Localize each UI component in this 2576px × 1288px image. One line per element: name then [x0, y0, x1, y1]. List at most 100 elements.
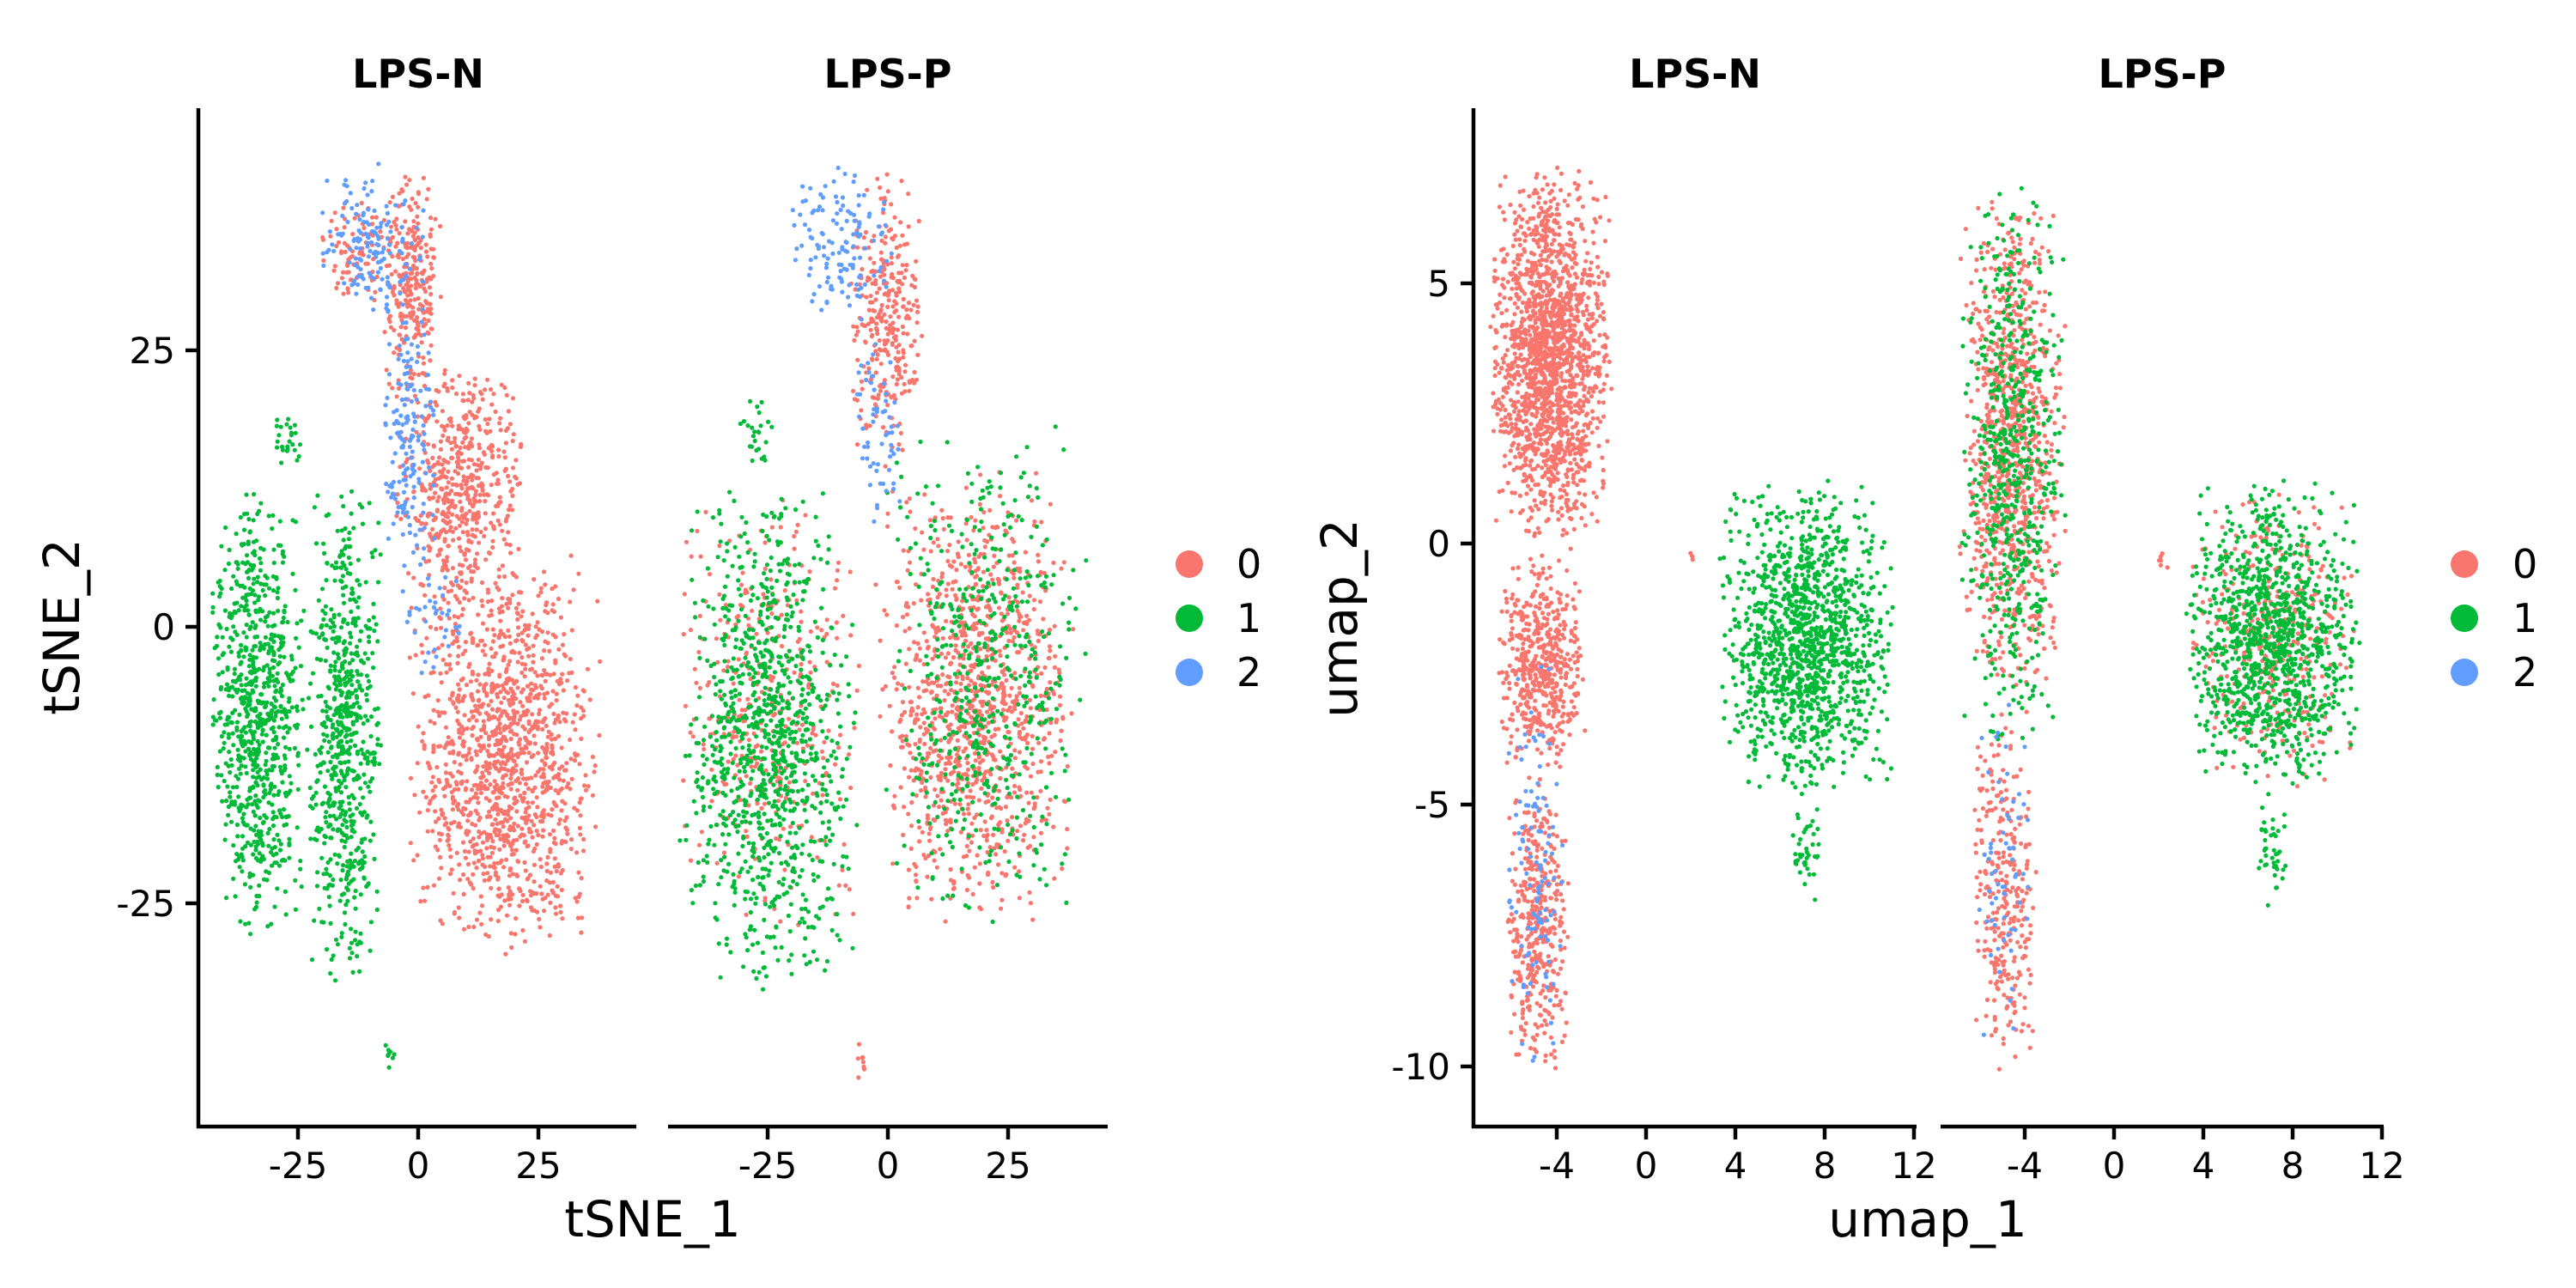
cell-point-cluster-0 [482, 533, 487, 539]
cell-point-cluster-0 [538, 683, 544, 689]
cell-point-cluster-0 [410, 234, 416, 239]
cell-point-cluster-0 [423, 559, 428, 564]
cell-point-cluster-1 [263, 762, 268, 768]
cell-point-cluster-0 [490, 806, 495, 812]
cell-point-cluster-1 [263, 619, 268, 624]
cell-point-cluster-0 [489, 386, 494, 392]
cell-point-cluster-2 [416, 257, 422, 262]
cell-point-cluster-0 [904, 241, 909, 246]
cell-point-cluster-0 [1020, 590, 1025, 595]
cell-point-cluster-2 [433, 600, 438, 605]
cell-point-cluster-1 [345, 859, 350, 864]
cell-point-cluster-1 [373, 548, 378, 553]
cell-point-cluster-0 [507, 634, 513, 639]
cell-point-cluster-0 [471, 595, 476, 600]
cell-point-cluster-1 [210, 714, 216, 720]
cell-point-cluster-0 [480, 488, 485, 493]
cell-point-cluster-0 [901, 331, 906, 336]
cell-point-cluster-1 [267, 670, 272, 676]
cell-point-cluster-0 [451, 701, 456, 707]
cell-point-cluster-0 [998, 653, 1003, 659]
cell-point-cluster-1 [287, 841, 292, 846]
cell-point-cluster-0 [420, 650, 425, 655]
cell-point-cluster-2 [431, 665, 436, 670]
cell-point-cluster-0 [598, 659, 603, 665]
cell-point-cluster-1 [338, 878, 343, 883]
cell-point-cluster-2 [419, 414, 424, 419]
cell-point-cluster-0 [894, 623, 899, 629]
cell-point-cluster-0 [494, 766, 499, 771]
cell-point-cluster-1 [340, 750, 345, 756]
cell-point-cluster-2 [400, 239, 405, 244]
cell-point-cluster-0 [900, 447, 905, 453]
cell-point-cluster-0 [522, 790, 527, 796]
cell-point-cluster-0 [471, 886, 476, 891]
cell-point-cluster-1 [336, 710, 341, 716]
cell-point-cluster-1 [227, 714, 232, 720]
cell-point-cluster-0 [495, 877, 501, 882]
cell-point-cluster-0 [955, 738, 960, 743]
cell-point-cluster-1 [272, 745, 277, 750]
cell-point-cluster-0 [509, 781, 514, 787]
cell-point-cluster-1 [361, 772, 367, 777]
cell-point-cluster-0 [468, 679, 474, 684]
cell-point-cluster-2 [402, 439, 407, 444]
cell-point-cluster-0 [468, 631, 473, 636]
cell-point-cluster-1 [364, 673, 370, 678]
cell-point-cluster-0 [520, 799, 526, 804]
cell-point-cluster-0 [387, 200, 392, 205]
cell-point-cluster-2 [398, 382, 404, 387]
cell-point-cluster-0 [1017, 750, 1022, 755]
cell-point-cluster-1 [371, 615, 376, 620]
cell-point-cluster-1 [361, 795, 366, 800]
cell-point-cluster-0 [517, 717, 523, 722]
cell-point-cluster-0 [1051, 560, 1056, 566]
cell-point-cluster-0 [508, 776, 513, 781]
cell-point-cluster-1 [286, 699, 292, 704]
cell-point-cluster-0 [478, 848, 483, 854]
cell-point-cluster-1 [217, 749, 222, 754]
cell-point-cluster-0 [540, 784, 545, 789]
cell-point-cluster-2 [407, 530, 412, 536]
cell-point-cluster-0 [524, 745, 529, 750]
cell-point-cluster-0 [964, 887, 969, 893]
cell-point-cluster-0 [507, 729, 513, 734]
cell-point-cluster-0 [906, 191, 911, 197]
cell-point-cluster-1 [337, 778, 342, 784]
cell-point-cluster-0 [519, 655, 525, 660]
cell-point-cluster-1 [290, 442, 295, 447]
cell-point-cluster-0 [446, 833, 452, 839]
cell-point-cluster-0 [892, 665, 897, 670]
cell-point-cluster-0 [437, 837, 442, 842]
cell-point-cluster-0 [387, 313, 392, 319]
cell-point-cluster-0 [890, 331, 896, 336]
cell-point-cluster-0 [496, 635, 501, 641]
cell-point-cluster-0 [569, 628, 574, 633]
cell-point-cluster-0 [889, 202, 894, 207]
cell-point-cluster-1 [240, 816, 245, 821]
cell-point-cluster-0 [499, 382, 504, 387]
cell-point-cluster-0 [442, 371, 447, 376]
cell-point-cluster-1 [228, 649, 234, 654]
cell-point-cluster-0 [492, 760, 497, 765]
cell-point-cluster-0 [1017, 618, 1022, 623]
cell-point-cluster-0 [1038, 769, 1043, 775]
cell-point-cluster-0 [465, 877, 471, 882]
cell-point-cluster-1 [345, 769, 350, 774]
cell-point-cluster-1 [227, 693, 232, 699]
cell-point-cluster-1 [237, 809, 242, 814]
cell-point-cluster-1 [368, 733, 374, 739]
cell-point-cluster-0 [424, 635, 429, 641]
cell-point-cluster-0 [504, 542, 509, 547]
cell-point-cluster-0 [523, 839, 528, 844]
cell-point-cluster-1 [307, 681, 313, 686]
cell-point-cluster-0 [579, 930, 584, 935]
cell-point-cluster-1 [322, 784, 328, 789]
cell-point-cluster-2 [368, 295, 374, 301]
cell-point-cluster-2 [355, 264, 361, 270]
cell-point-cluster-2 [378, 287, 383, 293]
cell-point-cluster-0 [457, 523, 463, 528]
cell-point-cluster-0 [940, 635, 945, 641]
cell-point-cluster-0 [483, 526, 489, 532]
cell-point-cluster-0 [980, 670, 985, 675]
